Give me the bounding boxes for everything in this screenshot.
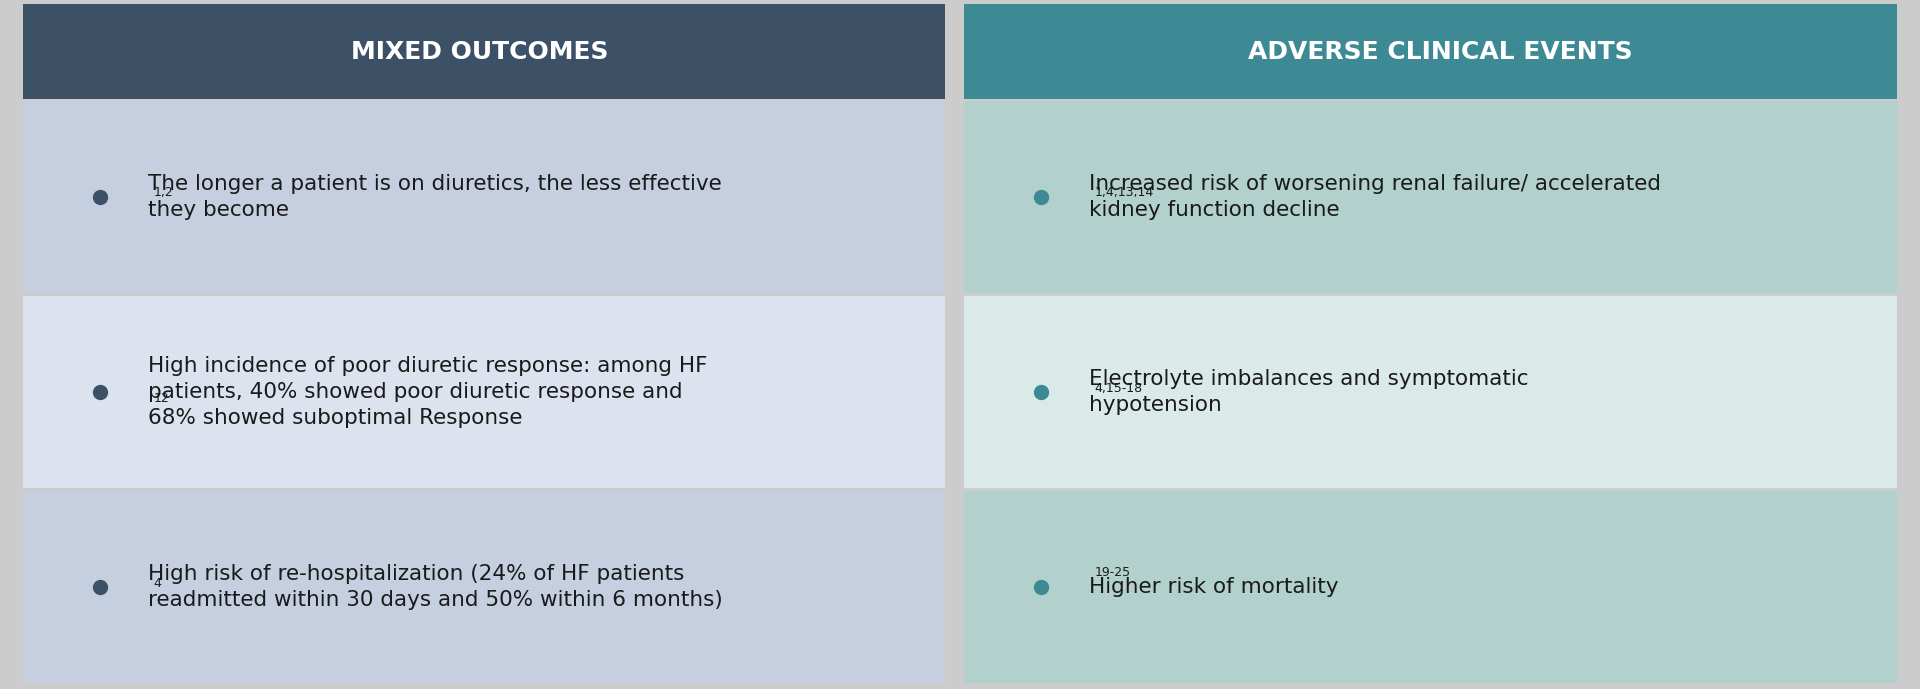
- FancyBboxPatch shape: [964, 101, 1897, 293]
- Text: 1,2: 1,2: [154, 186, 173, 199]
- Text: 12: 12: [154, 393, 169, 405]
- FancyBboxPatch shape: [964, 4, 1897, 99]
- FancyBboxPatch shape: [23, 101, 945, 293]
- Text: Electrolyte imbalances and symptomatic
hypotension: Electrolyte imbalances and symptomatic h…: [1089, 369, 1528, 415]
- Text: Higher risk of mortality: Higher risk of mortality: [1089, 577, 1338, 597]
- Text: 1,4,13,14: 1,4,13,14: [1094, 186, 1154, 199]
- FancyBboxPatch shape: [964, 491, 1897, 683]
- Text: High incidence of poor diuretic response: among HF
patients, 40% showed poor diu: High incidence of poor diuretic response…: [148, 356, 707, 429]
- FancyBboxPatch shape: [23, 296, 945, 489]
- Text: 4: 4: [154, 577, 161, 590]
- FancyBboxPatch shape: [23, 4, 945, 99]
- FancyBboxPatch shape: [964, 296, 1897, 489]
- Text: 19-25: 19-25: [1094, 566, 1131, 579]
- Text: 4,15-18: 4,15-18: [1094, 382, 1142, 395]
- Text: High risk of re-hospitalization (24% of HF patients
readmitted within 30 days an: High risk of re-hospitalization (24% of …: [148, 564, 722, 610]
- Text: Increased risk of worsening renal failure/ accelerated
kidney function decline: Increased risk of worsening renal failur…: [1089, 174, 1661, 220]
- Text: The longer a patient is on diuretics, the less effective
they become: The longer a patient is on diuretics, th…: [148, 174, 722, 220]
- Text: MIXED OUTCOMES: MIXED OUTCOMES: [351, 40, 609, 63]
- FancyBboxPatch shape: [23, 491, 945, 683]
- Text: ADVERSE CLINICAL EVENTS: ADVERSE CLINICAL EVENTS: [1248, 40, 1632, 63]
